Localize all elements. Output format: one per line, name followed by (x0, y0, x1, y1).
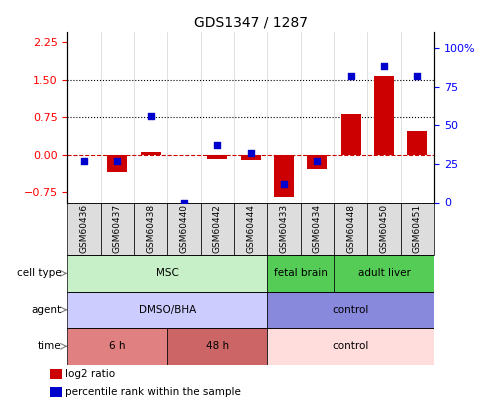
Text: adult liver: adult liver (358, 269, 411, 278)
FancyBboxPatch shape (367, 202, 401, 255)
FancyBboxPatch shape (234, 202, 267, 255)
Text: MSC: MSC (156, 269, 179, 278)
Text: control: control (333, 341, 369, 351)
Bar (374, 76, 394, 155)
Text: agent: agent (31, 305, 61, 315)
FancyBboxPatch shape (67, 202, 101, 255)
Bar (307, 155, 327, 169)
Point (147, 113, 155, 119)
Point (380, 63, 388, 70)
Text: GSM60438: GSM60438 (146, 204, 155, 254)
Text: GSM60450: GSM60450 (380, 204, 389, 254)
FancyBboxPatch shape (334, 255, 434, 292)
Text: GSM60436: GSM60436 (79, 204, 88, 254)
Text: GSM60448: GSM60448 (346, 205, 355, 253)
FancyBboxPatch shape (201, 202, 234, 255)
Text: 48 h: 48 h (206, 341, 229, 351)
Bar (241, 155, 261, 160)
Text: DMSO/BHA: DMSO/BHA (139, 305, 196, 315)
Point (414, 72, 422, 79)
Point (247, 150, 254, 156)
Text: percentile rank within the sample: percentile rank within the sample (65, 387, 241, 397)
Point (180, 199, 188, 206)
Bar (50, 369, 62, 379)
FancyBboxPatch shape (134, 202, 167, 255)
Text: GSM60442: GSM60442 (213, 205, 222, 253)
FancyBboxPatch shape (267, 292, 434, 328)
FancyBboxPatch shape (67, 292, 267, 328)
Bar (408, 132, 428, 155)
FancyBboxPatch shape (67, 255, 267, 292)
FancyBboxPatch shape (167, 202, 201, 255)
Text: cell type: cell type (17, 269, 61, 278)
Text: GSM60437: GSM60437 (113, 204, 122, 254)
Point (214, 142, 222, 149)
FancyBboxPatch shape (67, 328, 167, 364)
FancyBboxPatch shape (267, 328, 434, 364)
Text: 6 h: 6 h (109, 341, 126, 351)
Title: GDS1347 / 1287: GDS1347 / 1287 (194, 16, 308, 30)
Text: GSM60433: GSM60433 (279, 204, 288, 254)
Point (313, 158, 321, 164)
Text: fetal brain: fetal brain (274, 269, 328, 278)
Bar (107, 155, 127, 173)
Point (80, 158, 88, 164)
Point (113, 158, 121, 164)
Bar (274, 155, 294, 198)
Bar (341, 114, 361, 155)
Bar (208, 155, 228, 159)
FancyBboxPatch shape (267, 202, 301, 255)
Text: GSM60440: GSM60440 (180, 205, 189, 253)
Text: GSM60451: GSM60451 (413, 204, 422, 254)
Point (280, 181, 288, 187)
FancyBboxPatch shape (301, 202, 334, 255)
Text: control: control (333, 305, 369, 315)
Bar (141, 152, 161, 155)
FancyBboxPatch shape (101, 202, 134, 255)
Point (347, 72, 355, 79)
Bar (50, 387, 62, 397)
Text: time: time (38, 341, 61, 351)
Text: GSM60434: GSM60434 (313, 205, 322, 253)
Text: GSM60444: GSM60444 (246, 205, 255, 253)
FancyBboxPatch shape (267, 255, 334, 292)
FancyBboxPatch shape (334, 202, 367, 255)
FancyBboxPatch shape (401, 202, 434, 255)
FancyBboxPatch shape (167, 328, 267, 364)
Text: log2 ratio: log2 ratio (65, 369, 115, 379)
